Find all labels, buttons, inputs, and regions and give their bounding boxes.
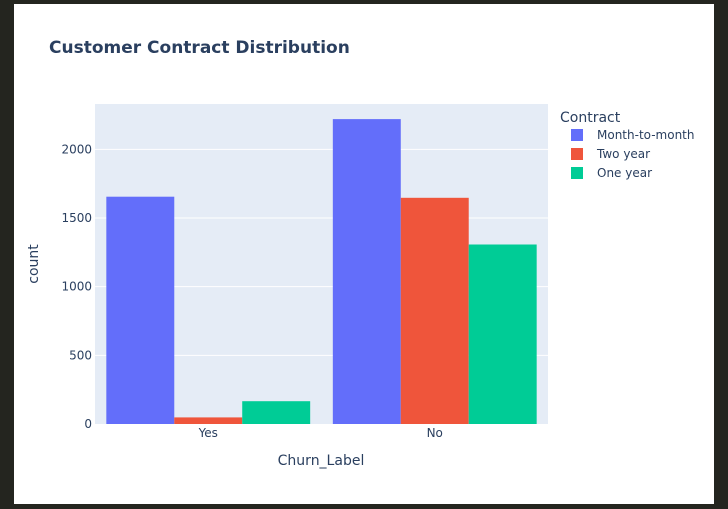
legend: Contract Month-to-month Two year One year (560, 110, 695, 180)
chart-title: Customer Contract Distribution (49, 38, 350, 58)
y-tick-label: 0 (84, 417, 92, 431)
legend-swatch (571, 129, 583, 141)
bar-month-to-month-no (332, 119, 401, 424)
y-tick-label: 500 (69, 348, 92, 362)
x-tick-label: Yes (198, 426, 218, 440)
legend-title: Contract (560, 110, 621, 126)
bar-one-year-no (468, 244, 537, 424)
x-tick-label: No (427, 426, 443, 440)
legend-item-label: Two year (596, 147, 650, 161)
y-tick-label: 2000 (61, 142, 92, 156)
y-axis-ticks: 0 500 1000 1500 2000 (61, 142, 92, 431)
bar-one-year-yes (242, 401, 311, 424)
bar-chart: Customer Contract Distribution 0 500 1000 1… (26, 38, 695, 469)
legend-item-label: Month-to-month (597, 128, 695, 142)
legend-item-label: One year (597, 166, 652, 180)
bar-month-to-month-yes (106, 196, 175, 424)
legend-swatch (571, 148, 583, 160)
bars (106, 119, 537, 424)
x-axis-ticks: Yes No (198, 426, 443, 440)
bar-two-year-yes (174, 417, 243, 424)
x-axis-title: Churn_Label (278, 453, 365, 469)
bar-two-year-no (400, 197, 469, 424)
y-axis-title: count (26, 244, 42, 284)
chart-frame: Customer Contract Distribution 0 500 1000 1… (14, 4, 714, 504)
y-tick-label: 1500 (61, 211, 92, 225)
legend-swatch (571, 167, 583, 179)
y-tick-label: 1000 (61, 280, 92, 294)
